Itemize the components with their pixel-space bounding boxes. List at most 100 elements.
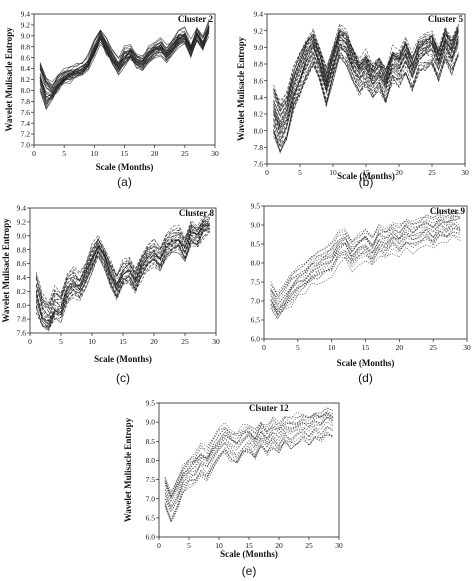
- series-line: [270, 223, 461, 313]
- x-tick-label: 25: [429, 343, 437, 352]
- x-tick-label: 30: [211, 149, 219, 158]
- panel-1: 0 5 10 15 20 25 30 7.0 7.2 7.4 7.6 7.8 8.0 8.2 8.4 8.6 8…: [4, 10, 219, 189]
- y-tick-label: 7.6: [17, 329, 27, 338]
- series-line: [35, 227, 210, 330]
- series-group: [273, 23, 459, 154]
- series-line: [39, 25, 210, 98]
- series-line: [273, 40, 459, 136]
- y-axis-label: Wavelet Mulisacle Entropy: [123, 417, 133, 522]
- y-tick-label: 6.5: [146, 513, 156, 522]
- x-tick-label: 10: [91, 149, 99, 158]
- y-tick-label: 9.2: [21, 21, 31, 30]
- y-tick-label: 9.5: [251, 202, 261, 211]
- chart-title: Cluster 8: [179, 208, 215, 218]
- y-tick-label: 8.0: [251, 259, 261, 268]
- series-line: [273, 38, 459, 135]
- series-line: [164, 425, 334, 509]
- plot-frame: [158, 402, 340, 538]
- panel-label: (c): [116, 371, 130, 385]
- series-line: [35, 213, 210, 308]
- y-tick-label: 6.5: [251, 316, 261, 325]
- series-line: [39, 36, 210, 110]
- x-tick-label: 25: [181, 149, 189, 158]
- series-line: [39, 19, 210, 83]
- series-line: [270, 230, 461, 316]
- series-line: [273, 31, 459, 126]
- series-line: [273, 53, 459, 152]
- y-tick-label: 7.0: [21, 141, 31, 150]
- series-line: [270, 223, 461, 309]
- series-line: [273, 36, 459, 129]
- y-tick-label: 8.8: [254, 60, 264, 69]
- x-tick-label: 5: [59, 337, 63, 346]
- x-tick-label: 15: [119, 337, 127, 346]
- y-tick-label: 8.0: [254, 126, 264, 135]
- series-line: [164, 406, 334, 494]
- series-line: [39, 30, 210, 111]
- x-axis-label: Scale (Months): [220, 549, 278, 559]
- y-tick-label: 7.6: [21, 108, 31, 117]
- y-tick-label: 9.0: [21, 31, 31, 40]
- y-tick-label: 8.8: [17, 245, 27, 254]
- x-tick-label: 10: [88, 337, 96, 346]
- y-tick-label: 8.5: [146, 437, 156, 446]
- panel-3: 0 5 10 15 20 25 30 7.6 7.8 8.0 8.2 8.4 8.6 8.8 9.0 9.2 9…: [1, 204, 220, 385]
- x-tick-label: 25: [428, 168, 436, 177]
- series-group: [164, 406, 334, 523]
- y-tick-label: 8.2: [21, 75, 31, 84]
- series-line: [273, 28, 459, 123]
- series-line: [273, 30, 459, 112]
- series-line: [35, 228, 210, 327]
- series-line: [39, 27, 210, 92]
- x-tick-label: 10: [329, 168, 337, 177]
- series-line: [164, 433, 334, 522]
- series-line: [270, 216, 461, 299]
- x-tick-label: 5: [62, 149, 66, 158]
- y-tick-label: 9.0: [251, 221, 261, 230]
- series-line: [270, 212, 461, 303]
- series-line: [164, 434, 334, 523]
- y-tick-label: 7.4: [21, 119, 31, 128]
- y-axis-label: Wavelet Mulisacle Entropy: [1, 218, 11, 323]
- series-line: [273, 51, 459, 154]
- series-line: [164, 407, 334, 493]
- y-tick-label: 7.0: [146, 494, 156, 503]
- series-line: [35, 224, 211, 322]
- chart-title: Cluster 2: [178, 14, 214, 24]
- series-line: [273, 26, 459, 117]
- series-line: [270, 227, 461, 315]
- x-tick-label: 10: [215, 541, 223, 550]
- x-tick-label: 30: [461, 168, 469, 177]
- series-line: [35, 227, 210, 329]
- series-line: [35, 223, 210, 322]
- series-line: [273, 25, 459, 107]
- x-tick-label: 5: [187, 541, 191, 550]
- y-tick-label: 9.2: [17, 217, 27, 226]
- x-tick-label: 5: [296, 343, 300, 352]
- panel-label: (a): [117, 175, 132, 189]
- series-line: [273, 49, 459, 147]
- y-tick-label: 7.0: [251, 297, 261, 306]
- x-tick-label: 5: [298, 168, 302, 177]
- y-tick-label: 7.8: [17, 315, 27, 324]
- y-tick-label: 8.4: [21, 64, 31, 73]
- series-line: [270, 234, 461, 317]
- series-line: [164, 416, 334, 510]
- series-line: [35, 215, 210, 304]
- y-tick-label: 8.6: [17, 259, 27, 268]
- x-tick-label: 30: [212, 337, 220, 346]
- y-tick-label: 8.0: [17, 301, 27, 310]
- series-line: [273, 53, 459, 153]
- series-line: [273, 36, 459, 135]
- panel-label: (b): [359, 175, 374, 189]
- series-line: [39, 31, 210, 109]
- series-line: [270, 228, 461, 320]
- x-tick-label: 0: [265, 168, 269, 177]
- y-tick-label: 8.6: [21, 53, 31, 62]
- series-line: [273, 43, 459, 148]
- series-line: [273, 39, 459, 131]
- y-tick-label: 9.0: [17, 231, 27, 240]
- series-line: [35, 216, 210, 312]
- y-tick-label: 7.5: [146, 475, 156, 484]
- series-line: [35, 220, 211, 323]
